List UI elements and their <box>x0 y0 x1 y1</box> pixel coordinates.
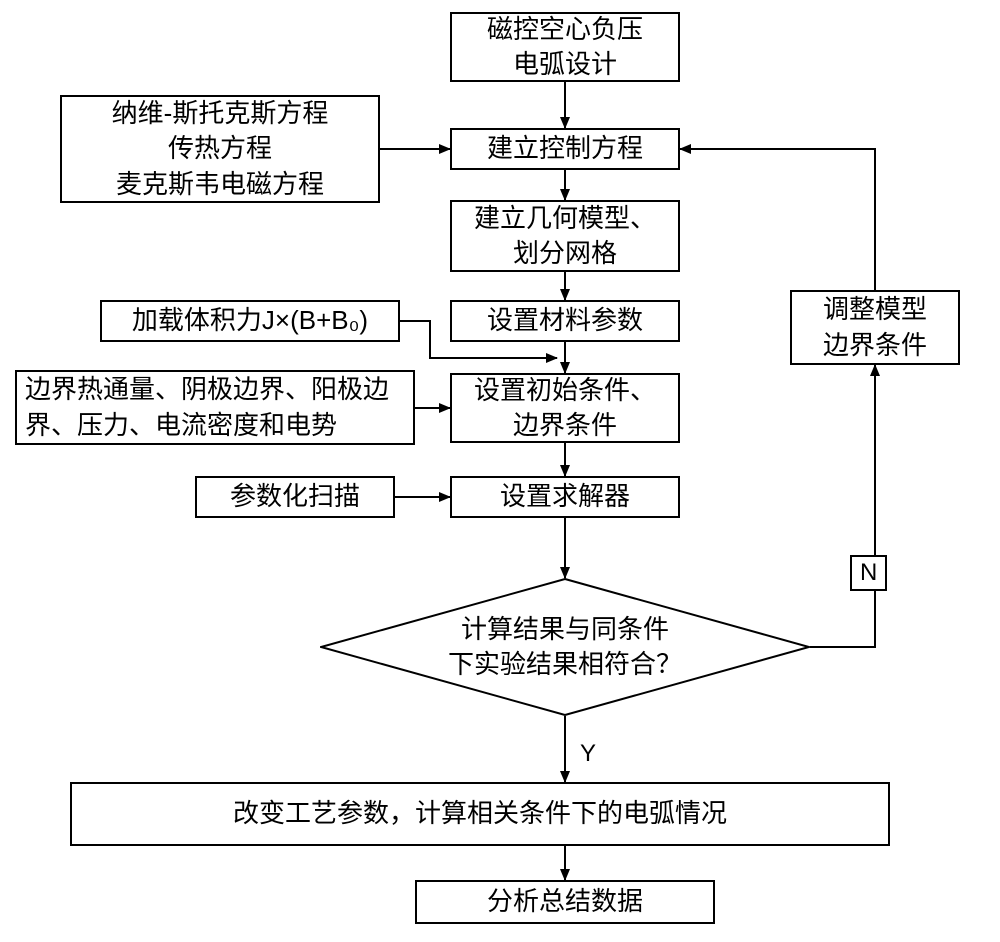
node-control-equations: 建立控制方程 <box>450 128 680 170</box>
node-text: 磁控空心负压电弧设计 <box>487 12 643 82</box>
node-text: 边界热通量、阴极边界、阳极边界、压力、电流密度和电势 <box>25 372 405 442</box>
node-decision: 计算结果与同条件下实验结果相符合？ <box>320 578 810 716</box>
node-adjust-model: 调整模型边界条件 <box>790 290 960 365</box>
node-geometry-mesh: 建立几何模型、划分网格 <box>450 200 680 272</box>
node-side-equations: 纳维-斯托克斯方程传热方程麦克斯韦电磁方程 <box>60 95 380 203</box>
node-solver: 设置求解器 <box>450 476 680 518</box>
node-text: 计算结果与同条件下实验结果相符合？ <box>448 612 682 682</box>
node-text: 分析总结数据 <box>487 884 643 919</box>
node-text: 参数化扫描 <box>230 479 360 514</box>
node-change-params: 改变工艺参数，计算相关条件下的电弧情况 <box>70 782 890 846</box>
label-yes: Y <box>576 740 600 768</box>
node-material-params: 设置材料参数 <box>450 300 680 342</box>
node-side-param-scan: 参数化扫描 <box>195 476 395 518</box>
edge-d1-r1 <box>810 365 875 647</box>
node-text: 设置求解器 <box>500 479 630 514</box>
edge-r1-n2 <box>680 149 875 290</box>
label-text: Y <box>580 740 596 767</box>
node-arc-design: 磁控空心负压电弧设计 <box>450 12 680 82</box>
flowchart-canvas: 磁控空心负压电弧设计 纳维-斯托克斯方程传热方程麦克斯韦电磁方程 建立控制方程 … <box>0 0 1000 942</box>
node-text: 设置材料参数 <box>487 303 643 338</box>
node-side-body-force: 加载体积力J×(B+B₀) <box>100 300 400 342</box>
label-no: N <box>850 555 887 591</box>
node-initial-boundary: 设置初始条件、边界条件 <box>450 373 680 443</box>
node-text: 改变工艺参数，计算相关条件下的电弧情况 <box>233 796 727 831</box>
node-side-boundary-list: 边界热通量、阴极边界、阳极边界、压力、电流密度和电势 <box>15 370 415 445</box>
node-text: 纳维-斯托克斯方程传热方程麦克斯韦电磁方程 <box>112 96 329 201</box>
node-analyze-data: 分析总结数据 <box>415 880 715 924</box>
label-text: N <box>860 559 877 586</box>
node-text: 调整模型边界条件 <box>823 292 927 362</box>
node-text: 建立控制方程 <box>487 131 643 166</box>
node-text: 建立几何模型、划分网格 <box>474 201 656 271</box>
node-text: 设置初始条件、边界条件 <box>474 373 656 443</box>
node-text: 加载体积力J×(B+B₀) <box>132 303 368 338</box>
